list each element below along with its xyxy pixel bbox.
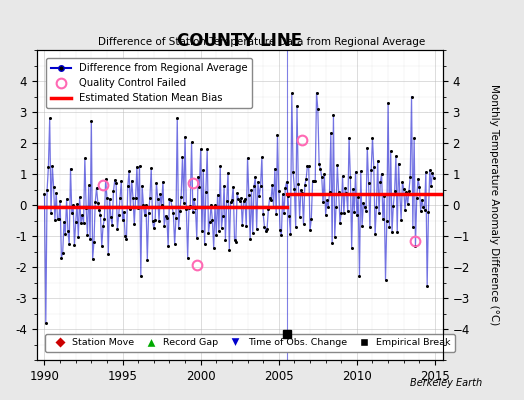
Legend: Station Move, Record Gap, Time of Obs. Change, Empirical Break: Station Move, Record Gap, Time of Obs. C…: [46, 334, 455, 352]
Text: Difference of Station Temperature Data from Regional Average: Difference of Station Temperature Data f…: [99, 37, 425, 47]
Y-axis label: Monthly Temperature Anomaly Difference (°C): Monthly Temperature Anomaly Difference (…: [489, 84, 499, 326]
Text: Berkeley Earth: Berkeley Earth: [410, 378, 482, 388]
Title: COUNTY LINE: COUNTY LINE: [177, 32, 302, 50]
